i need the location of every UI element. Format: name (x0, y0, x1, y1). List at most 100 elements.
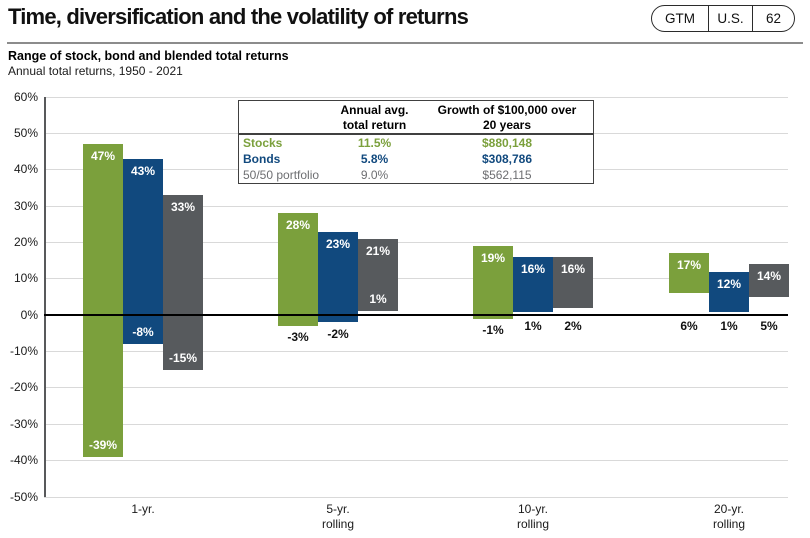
legend-row-label: 50/50 portfolio (243, 168, 320, 182)
bar-min-label: 1% (524, 319, 542, 334)
legend-table-header: Annual avg. total return Growth of $100,00… (239, 101, 593, 135)
y-tick-label-40: 40% (13, 162, 38, 177)
bar-stocks-10yrrolling: 19% (473, 246, 513, 319)
gridline-10 (44, 278, 788, 280)
legend-header-line: Annual avg. (340, 103, 409, 117)
gridline-60 (44, 96, 788, 98)
badge-gtm-label: GTM (665, 11, 695, 26)
bar-stocks-1yr: 47% -39% (83, 144, 123, 457)
bar-max-label: 21% (365, 243, 391, 258)
legend-header-line: 20 years (482, 118, 532, 132)
bar-max-label: 12% (716, 276, 742, 291)
bar-min-label: -1% (482, 322, 504, 337)
legend-header-line: total return (342, 118, 407, 132)
bar-min-label: 1% (720, 319, 738, 334)
badge-page-number: 62 (752, 6, 794, 31)
bar-max-label: 16% (560, 262, 586, 276)
gridline--10 (44, 351, 788, 353)
x-axis-label-1: 1-yr. (83, 502, 203, 517)
gtm-badge: GTM U.S. 62 (651, 5, 795, 32)
y-tick-label--30: -30% (9, 416, 38, 431)
legend-row-annual-avg: 9.0% (360, 168, 389, 182)
x-axis-label-line: 5-yr. (326, 502, 350, 516)
legend-row-label: Bonds (243, 152, 281, 166)
bar-bonds-10yrrolling: 16% (513, 257, 553, 312)
bar-min-label: 1% (369, 292, 387, 307)
bar-min-label: -3% (287, 330, 309, 345)
page-title: Time, diversification and the volatility… (8, 4, 469, 29)
bar-bonds-1yr: 43% -8% (123, 158, 163, 345)
gridline--30 (44, 423, 788, 425)
bar-min-label: -8% (132, 325, 154, 340)
y-tick-label--20: -20% (9, 380, 38, 395)
legend-header-spacer (239, 103, 327, 133)
gridline-20 (44, 242, 788, 243)
bar-bonds-20yrrolling: 12% (709, 271, 749, 312)
x-axis-label-line: 20-yr. (713, 502, 744, 516)
y-tick-label--40: -40% (9, 453, 38, 468)
chart-subheading: Annual total returns, 1950 - 2021 (8, 64, 183, 78)
legend-row-annual-avg: 11.5% (357, 136, 392, 150)
x-axis-label-4: 20-yr. rolling (669, 502, 789, 532)
gridline--40 (44, 460, 788, 462)
y-axis-line (44, 97, 46, 497)
y-tick-label-60: 60% (13, 89, 38, 104)
y-tick-label--10: -10% (9, 344, 38, 359)
x-axis-label-line: rolling (321, 517, 354, 531)
y-tick-label-0: 0% (20, 307, 38, 322)
bar-max-label: 28% (285, 218, 311, 233)
bar-max-label: 19% (480, 251, 506, 266)
title-divider (7, 42, 803, 44)
legend-table: Annual avg. total return Growth of $100,00… (238, 100, 594, 184)
x-axis-label-3: 10-yr. rolling (473, 502, 593, 532)
bar-min-label: -2% (327, 326, 349, 341)
x-axis-label-2: 5-yr. rolling (278, 502, 398, 532)
bar-max-label: 17% (676, 258, 702, 273)
bar-stocks-5yrrolling: 28% (278, 213, 318, 327)
bar-stocks-20yrrolling: 17% (669, 253, 709, 294)
legend-row-growth: $308,786 (481, 152, 533, 166)
bar-max-label: 23% (325, 236, 351, 251)
y-tick-label-30: 30% (13, 198, 38, 213)
bar-min-label: 6% (680, 319, 698, 334)
legend-row-annual-avg: 5.8% (360, 152, 389, 166)
bar-min-label: -39% (88, 437, 117, 452)
y-tick-label-20: 20% (13, 235, 38, 249)
bar-max-label: 33% (170, 200, 196, 215)
gridline--20 (44, 387, 788, 389)
legend-row-bonds: Bonds 5.8% $308,786 (239, 151, 593, 167)
x-axis-label-line: 10-yr. (517, 502, 548, 516)
bar-min-label: -15% (168, 350, 197, 365)
bar-min-label: 5% (760, 319, 778, 334)
legend-row-label: Stocks (243, 136, 283, 150)
bar-max-label: 43% (130, 163, 156, 178)
bar-50-50-portfolio-1yr: 33% -15% (163, 195, 203, 370)
x-axis-label-line: rolling (712, 517, 745, 531)
y-tick-label-50: 50% (13, 125, 38, 140)
bar-max-label: 47% (90, 149, 116, 164)
gridline--50 (44, 496, 788, 498)
zero-baseline (44, 314, 788, 317)
y-tick-label--50: -50% (9, 489, 38, 504)
bar-max-label: 16% (520, 262, 546, 276)
bar-min-label: 2% (564, 319, 582, 334)
badge-region-label: U.S. (708, 6, 752, 31)
legend-row-growth: $562,115 (482, 168, 532, 182)
legend-row-stocks: Stocks 11.5% $880,148 (239, 135, 593, 151)
bar-50-50-portfolio-20yrrolling: 14% (749, 264, 789, 297)
legend-header-col-2: Growth of $100,000 over 20 years (422, 103, 592, 133)
bar-50-50-portfolio-5yrrolling: 21% 1% (358, 238, 398, 312)
x-axis-label-line: 1-yr. (131, 502, 155, 516)
legend-header-col-1: Annual avg. total return (327, 103, 422, 133)
legend-row-growth: $880,148 (481, 136, 533, 150)
legend-header-line: Growth of $100,000 over (437, 103, 577, 117)
y-tick-label-10: 10% (13, 271, 38, 286)
bar-bonds-5yrrolling: 23% (318, 231, 358, 323)
x-axis-label-line: rolling (516, 517, 549, 531)
legend-row-50-50-portfolio: 50/50 portfolio 9.0% $562,115 (239, 167, 593, 183)
bar-max-label: 14% (756, 269, 782, 284)
gridline-30 (44, 205, 788, 207)
bar-50-50-portfolio-10yrrolling: 16% (553, 257, 593, 308)
